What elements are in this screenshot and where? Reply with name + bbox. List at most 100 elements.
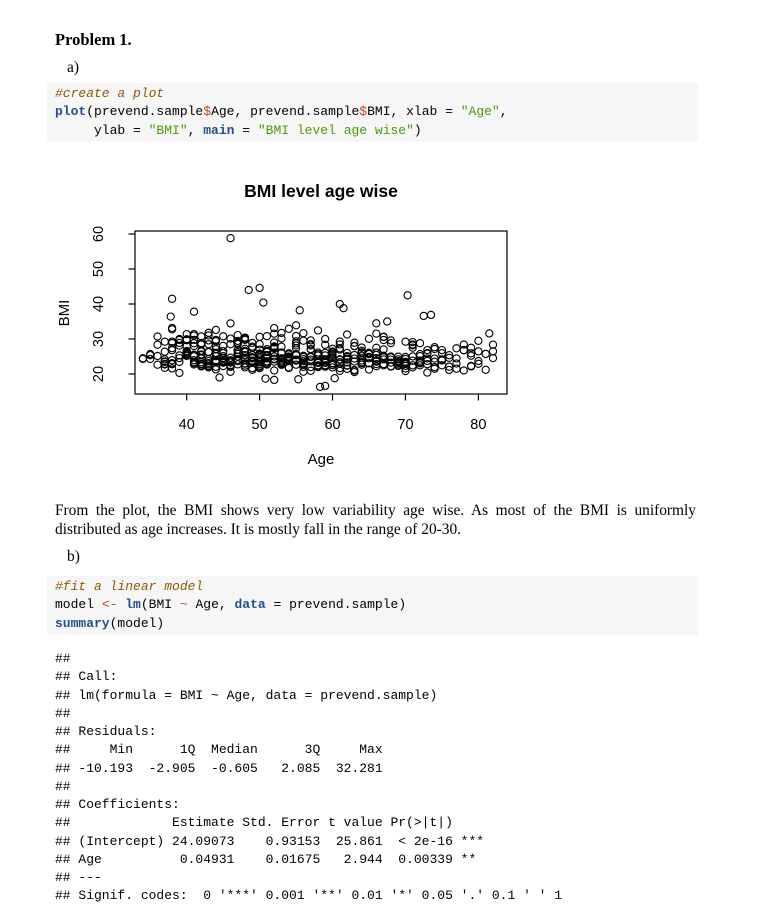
data-point xyxy=(488,347,498,356)
code-token-pl: Age, prevend.sample xyxy=(211,104,360,120)
data-point xyxy=(452,359,461,368)
code-line: #fit a linear model xyxy=(55,578,690,596)
data-point xyxy=(357,343,366,352)
data-point xyxy=(291,341,301,350)
data-point xyxy=(474,359,483,368)
data-point xyxy=(328,348,337,357)
data-point xyxy=(255,332,264,341)
data-point xyxy=(291,321,301,330)
y-tick-label: 40 xyxy=(91,296,107,312)
data-point xyxy=(211,345,221,354)
code-token-pl: model xyxy=(55,597,102,613)
data-point xyxy=(452,344,461,353)
data-point xyxy=(270,366,279,375)
code-token-kw: summary xyxy=(55,615,110,631)
data-point xyxy=(153,351,162,361)
y-tick-label: 60 xyxy=(91,226,107,242)
data-point xyxy=(277,328,286,338)
data-point xyxy=(364,334,374,343)
data-point xyxy=(466,343,476,352)
data-point xyxy=(255,283,264,293)
x-axis-label: Age xyxy=(308,451,335,468)
data-point xyxy=(474,356,483,366)
code-token-kw: data xyxy=(234,597,266,613)
data-point xyxy=(255,364,264,373)
data-point xyxy=(270,375,279,385)
code-token-pl: = xyxy=(234,122,258,138)
data-point xyxy=(255,340,264,349)
code-line: model <- lm(BMI ~ Age, data = prevend.sa… xyxy=(55,596,690,614)
data-point xyxy=(277,334,286,343)
code-token-pl: ylab = xyxy=(55,122,149,138)
code-token-op: ~ xyxy=(179,597,188,613)
code-token-op: $ xyxy=(203,104,212,120)
data-point xyxy=(277,342,286,351)
data-point xyxy=(153,360,162,369)
data-point xyxy=(350,366,359,375)
code-line: summary(model) xyxy=(55,615,690,633)
code-token-kw: main xyxy=(203,122,235,138)
data-point xyxy=(306,344,315,354)
scatter-plot-figure: BMI level age wise Age BMI 40 50 60 70 80 20 30 40… xyxy=(56,181,508,468)
data-point xyxy=(466,351,476,360)
console-output: ## ## Call: ## lm(formula = BMI ~ Age, d… xyxy=(55,651,563,904)
code-token-pl: (prevend.sample xyxy=(86,104,204,120)
data-point xyxy=(379,332,388,341)
data-point xyxy=(415,339,425,348)
y-tick-label: 30 xyxy=(91,331,107,347)
code-token-kw: lm xyxy=(125,597,141,613)
data-point xyxy=(383,317,392,326)
data-point xyxy=(189,335,199,345)
code-token-st: "Age" xyxy=(460,104,500,120)
data-point xyxy=(175,353,184,363)
data-point xyxy=(299,336,308,345)
data-point xyxy=(437,345,447,355)
plot-title: BMI level age wise xyxy=(244,181,398,201)
data-point xyxy=(481,365,490,374)
data-point xyxy=(430,343,439,352)
data-point xyxy=(372,329,381,338)
code-token-pl: ) xyxy=(413,122,422,138)
data-point xyxy=(219,349,228,358)
data-point xyxy=(270,352,279,361)
data-point xyxy=(226,234,235,243)
data-point xyxy=(335,337,344,346)
data-point xyxy=(321,356,330,365)
code-token-st: "BMI level age wise" xyxy=(257,122,414,138)
x-tick-label: 40 xyxy=(179,417,195,433)
data-point xyxy=(211,337,221,346)
data-point xyxy=(248,343,257,352)
code-block-a: #create a plot plot(prevend.sample$Age, … xyxy=(47,83,698,143)
data-point xyxy=(415,352,425,361)
data-point xyxy=(372,319,381,328)
data-point xyxy=(240,347,250,357)
code-line: plot(prevend.sample$Age, prevend.sample$… xyxy=(55,103,690,121)
data-point xyxy=(248,365,257,374)
x-tick-label: 70 xyxy=(397,417,413,433)
code-token-pl: BMI, xlab = xyxy=(367,104,461,120)
data-point xyxy=(262,359,272,368)
data-point xyxy=(153,332,162,341)
x-tick-label: 60 xyxy=(324,417,340,433)
data-point xyxy=(342,361,352,370)
data-point xyxy=(342,330,352,339)
code-token-pl: = prevend.sample) xyxy=(265,597,407,613)
data-point xyxy=(426,310,436,320)
code-line: ylab = "BMI", main = "BMI level age wise… xyxy=(55,122,690,140)
data-point xyxy=(291,344,301,353)
data-point xyxy=(295,306,304,315)
code-token-op: <- xyxy=(101,597,118,613)
data-point xyxy=(386,338,396,348)
data-point xyxy=(459,366,468,375)
data-point xyxy=(175,338,184,348)
data-point xyxy=(166,312,175,321)
data-point xyxy=(262,332,272,341)
data-point xyxy=(294,375,303,384)
data-point xyxy=(211,325,221,335)
data-point xyxy=(215,373,224,382)
data-point xyxy=(197,351,206,360)
data-point xyxy=(488,353,498,363)
code-token-pl: Age, xyxy=(187,597,235,613)
data-point xyxy=(379,345,388,354)
